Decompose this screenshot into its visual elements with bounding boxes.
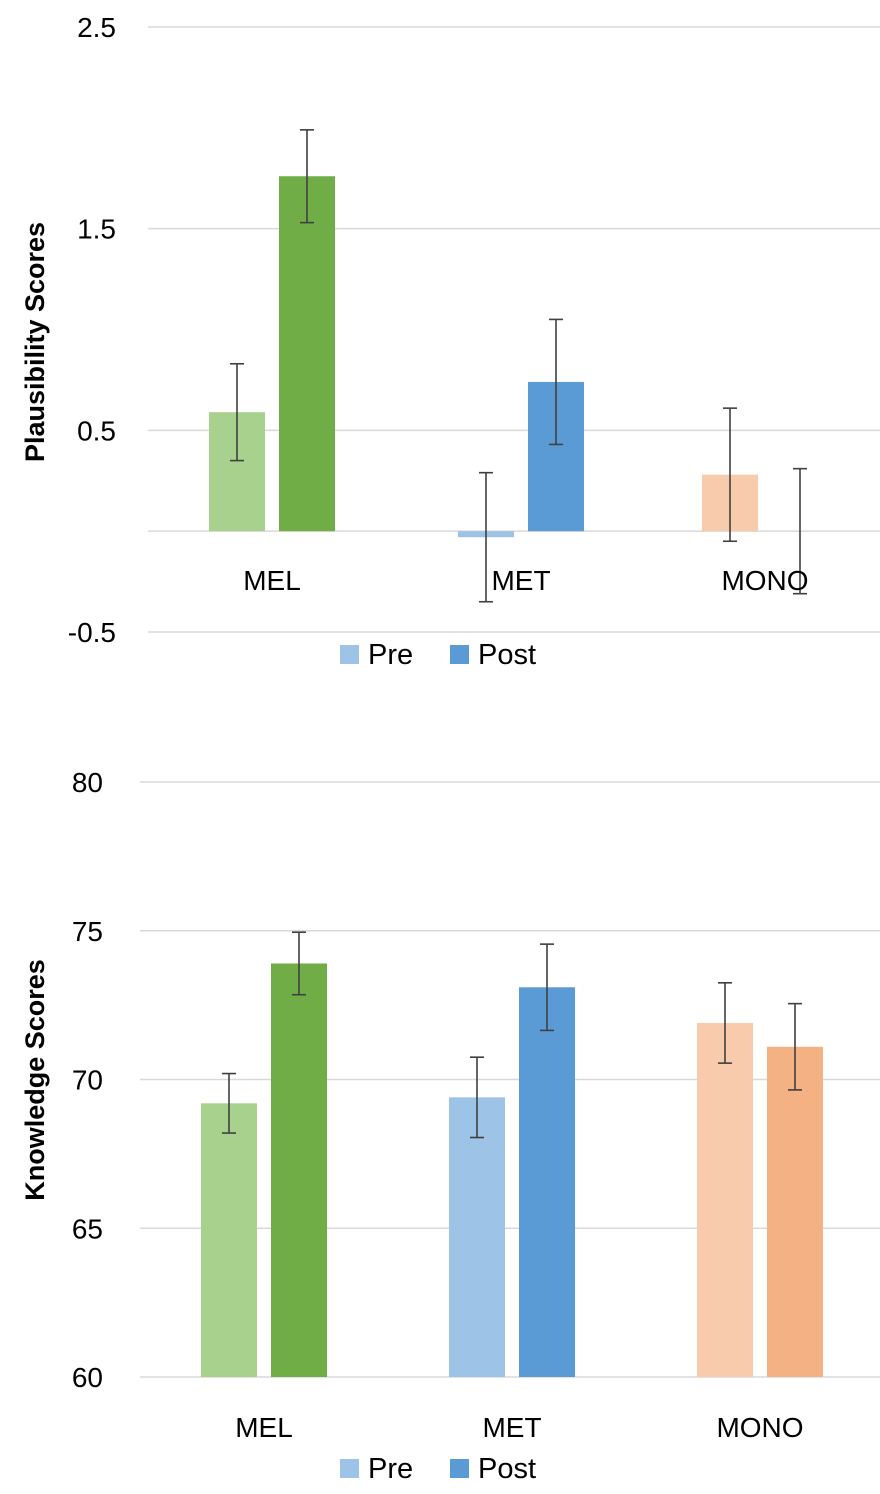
knowledge-y-tick-label: 75 [72, 916, 103, 947]
knowledge-error-bar-mel-post [292, 931, 306, 996]
plausibility-y-tick-labels: 2.5 1.5 0.5 -0.5 [68, 12, 116, 648]
knowledge-y-tick-label: 80 [72, 767, 103, 798]
knowledge-bar-mono-pre [697, 1022, 753, 1377]
knowledge-legend-label-post: Post [478, 1453, 536, 1485]
plausibility-y-axis-title: Plausibility Scores [20, 222, 50, 462]
plausibility-gridlines [148, 26, 880, 633]
plausibility-error-bar-met-pre [479, 471, 493, 603]
plausibility-bar-mel-post [279, 176, 335, 532]
knowledge-legend-swatch-pre [340, 1459, 359, 1478]
knowledge-legend-swatch-post [450, 1459, 469, 1478]
knowledge-category-label: MET [482, 1412, 541, 1443]
plausibility-y-tick-label: -0.5 [68, 617, 116, 648]
knowledge-legend: Pre Post [340, 1453, 536, 1485]
knowledge-bars [201, 931, 823, 1377]
knowledge-category-label: MONO [716, 1412, 803, 1443]
knowledge-y-tick-label: 65 [72, 1213, 103, 1244]
knowledge-y-tick-label: 60 [72, 1362, 103, 1393]
knowledge-chart: 80 75 70 65 60 MEL MET MONO Knowledge Scores P… [20, 767, 880, 1485]
knowledge-error-bar-mono-post [788, 1002, 802, 1091]
plausibility-y-tick-label: 2.5 [77, 12, 116, 43]
knowledge-error-bar-met-post [540, 943, 554, 1032]
plausibility-category-labels: MEL MET MONO [243, 565, 808, 596]
knowledge-y-axis-title: Knowledge Scores [20, 959, 50, 1201]
knowledge-bar-mel-pre [201, 1103, 257, 1377]
plausibility-error-bar-mono-pre [723, 407, 737, 543]
knowledge-bar-met-post [519, 987, 575, 1377]
knowledge-y-tick-label: 70 [72, 1065, 103, 1096]
knowledge-gridlines [140, 781, 880, 1378]
plausibility-category-label: MET [491, 565, 550, 596]
knowledge-bar-met-pre [449, 1097, 505, 1377]
knowledge-error-bar-mel-pre [222, 1072, 236, 1134]
plausibility-chart: 2.5 1.5 0.5 -0.5 MEL MET MONO Plausibility Sc… [20, 12, 880, 671]
plausibility-legend-swatch-post [450, 645, 469, 664]
knowledge-bar-mel-post [271, 963, 327, 1377]
plausibility-category-label: MONO [721, 565, 808, 596]
plausibility-y-tick-label: 0.5 [77, 415, 116, 446]
knowledge-error-bar-mono-pre [718, 982, 732, 1064]
plausibility-error-bar-mono-post [793, 467, 807, 595]
plausibility-error-bar-mel-pre [230, 362, 244, 462]
knowledge-category-label: MEL [235, 1412, 293, 1443]
knowledge-legend-label-pre: Pre [368, 1453, 413, 1485]
plausibility-legend-label-pre: Pre [368, 639, 413, 671]
plausibility-legend-label-post: Post [478, 639, 536, 671]
plausibility-legend: Pre Post [340, 639, 536, 671]
plausibility-category-label: MEL [243, 565, 301, 596]
plausibility-bars [209, 129, 807, 603]
knowledge-bar-mono-post [767, 1046, 823, 1377]
plausibility-y-tick-label: 1.5 [77, 214, 116, 245]
plausibility-legend-swatch-pre [340, 645, 359, 664]
knowledge-error-bar-met-pre [470, 1056, 484, 1139]
plausibility-error-bar-met-post [549, 318, 563, 446]
knowledge-y-tick-labels: 80 75 70 65 60 [72, 767, 103, 1393]
plausibility-error-bar-mel-post [300, 129, 314, 224]
knowledge-category-labels: MEL MET MONO [235, 1412, 803, 1443]
